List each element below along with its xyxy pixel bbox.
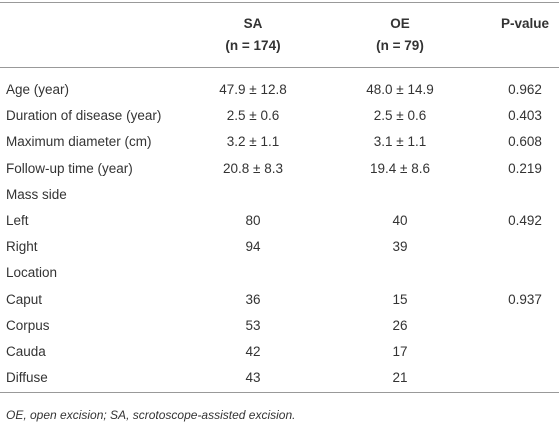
header-cell: (n = 79) [376, 38, 424, 53]
row-label: Age (year) [6, 82, 70, 97]
value-cell: 0.492 [508, 213, 542, 228]
value-cell: 40 [392, 213, 408, 228]
value-cell: 42 [245, 344, 261, 359]
value-cell: 15 [392, 291, 408, 307]
value-cell: 19.4 ± 8.6 [370, 160, 430, 176]
value-cell: 0.219 [508, 160, 542, 176]
row-label: Follow-up time (year) [6, 160, 133, 176]
value-cell: 36 [245, 291, 261, 307]
value-cell: 39 [392, 239, 408, 255]
value-cell: 48.0 ± 14.9 [366, 82, 434, 97]
value-cell: 17 [392, 344, 408, 359]
bottom-rule [0, 392, 559, 393]
value-cell: 0.937 [508, 291, 542, 307]
row-label: Duration of disease (year) [6, 108, 162, 124]
value-cell: 43 [245, 370, 261, 386]
value-cell: 3.2 ± 1.1 [226, 134, 280, 150]
value-cell: 2.5 ± 0.6 [373, 108, 427, 124]
value-cell: 0.403 [508, 108, 542, 124]
value-cell: 0.962 [508, 82, 542, 97]
header-cell: (n = 174) [225, 38, 281, 53]
header-rule [0, 67, 559, 68]
row-label: Location [6, 265, 58, 281]
row-label: Corpus [6, 317, 50, 333]
header-cell: SA [243, 16, 263, 31]
value-cell: 21 [392, 370, 408, 386]
row-label: Left [6, 213, 29, 228]
row-label: Maximum diameter (cm) [6, 134, 152, 150]
value-cell: 26 [392, 317, 408, 333]
value-cell: 47.9 ± 12.8 [219, 82, 287, 97]
header-cell: P-value [500, 16, 550, 31]
top-rule [0, 2, 559, 3]
value-cell: 0.608 [508, 134, 542, 150]
row-label: Right [6, 239, 38, 255]
value-cell: 3.1 ± 1.1 [373, 134, 427, 150]
value-cell: 53 [245, 317, 261, 333]
value-cell: 2.5 ± 0.6 [226, 108, 280, 124]
footnote: OE, open excision; SA, scrotoscope-assis… [6, 408, 296, 422]
row-label: Caput [6, 291, 43, 307]
value-cell: 20.8 ± 8.3 [223, 160, 283, 176]
row-label: Mass side [6, 186, 67, 202]
row-label: Cauda [6, 344, 46, 359]
row-label: Diffuse [6, 370, 48, 386]
header-cell: OE [390, 16, 410, 31]
value-cell: 80 [245, 213, 261, 228]
value-cell: 94 [245, 239, 261, 255]
